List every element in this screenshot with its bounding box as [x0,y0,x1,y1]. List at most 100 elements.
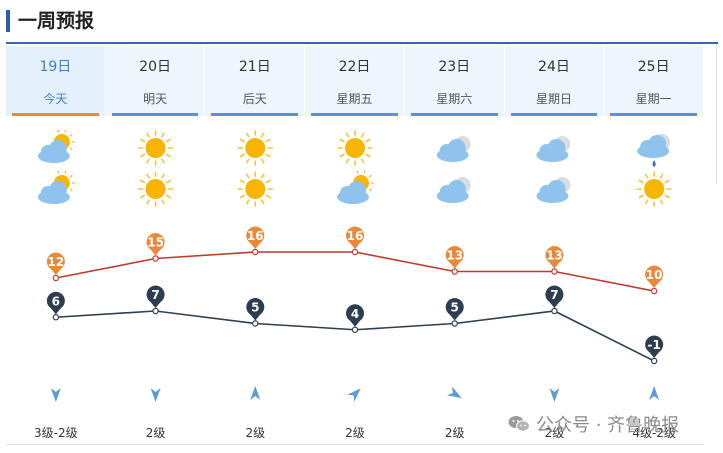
sun-icon [137,130,174,166]
high-temp-point [52,274,60,282]
cloudy-icon [436,136,471,162]
day-tab-indicator [12,113,99,116]
day-label: 明天 [143,92,168,106]
high-temp-point [152,255,159,262]
low-temp-label: 7 [151,288,159,302]
day-tab-indicator [211,113,299,116]
low-temp-label: -1 [647,338,660,352]
low-temp-point [152,307,159,315]
high-temp-marker: 13 [445,246,464,269]
high-temp-point [650,287,658,295]
high-temp-point [551,268,558,275]
low-temp-marker: 5 [246,298,265,321]
wind-level-label: 2级 [445,426,465,440]
wind-level-label: 2级 [146,426,166,440]
day-tab-indicator [111,113,199,116]
low-temp-label: 6 [52,294,60,308]
high-temp-marker: 10 [645,265,664,288]
wind-direction-icon [50,388,61,402]
low-temp-marker: 4 [346,304,364,327]
wind-level-label: 4级-2级 [632,426,676,440]
low-temp-label: 5 [251,301,259,315]
wechat-logo-icon [508,415,530,433]
header-accent-bar [6,10,10,32]
cloudy-icon [536,177,571,203]
day-label: 今天 [43,92,68,106]
day-tab-5[interactable]: 23日星期六 [404,46,505,116]
low-temp-marker: -1 [645,335,664,358]
low-temp-point [351,326,359,333]
low-temp-label: 5 [451,301,459,315]
high-temp-point [351,248,359,256]
day-date: 22日 [338,59,371,75]
sun-icon [337,130,373,166]
rain-cloud-icon [637,134,671,167]
wind-level-label: 2级 [345,426,365,440]
wind-direction-icon [250,386,261,400]
day-date: 23日 [438,59,471,75]
day-date: 19日 [39,59,72,75]
low-temp-point [252,320,259,327]
high-temp-marker: 15 [146,233,165,256]
day-label: 星期五 [336,92,373,106]
low-temp-marker: 7 [545,285,564,308]
day-label: 后天 [242,92,267,106]
low-temp-point [451,320,458,327]
day-tab-indicator [311,113,398,116]
day-label: 星期一 [635,92,672,106]
low-temp-label: 4 [351,307,359,321]
low-temp-point [650,357,658,365]
partly-cloudy-icon [37,170,75,204]
day-tab-4[interactable]: 22日星期五 [305,46,405,116]
sun-icon [636,171,672,207]
day-tab-3[interactable]: 21日后天 [205,46,306,116]
bottom-divider [6,444,704,445]
cloudy-icon [536,136,571,162]
day-tab-7[interactable]: 25日星期一 [604,46,705,116]
day-tab-indicator [610,113,698,116]
sun-icon [137,171,174,207]
day-tab-2[interactable]: 20日明天 [105,46,206,116]
high-temp-label: 16 [247,229,264,243]
section-header: 一周预报 [6,8,718,34]
day-date: 21日 [238,59,271,75]
high-temp-line [55,251,655,292]
day-tab-indicator [410,113,498,116]
partly-cloudy-icon [37,129,75,163]
high-temp-label: 13 [546,249,563,263]
day-date: 20日 [139,59,171,75]
day-label: 星期六 [436,92,473,106]
watermark-text: 公众号 · 齐鲁晚报 [536,415,680,436]
wind-level-label: 3级-2级 [34,426,78,440]
low-temp-marker: 5 [445,298,464,321]
high-temp-marker: 16 [246,226,265,249]
high-temp-label: 12 [48,255,65,269]
high-temp-marker: 12 [46,252,65,275]
low-temp-point [52,314,60,321]
day-tabs: 19日 今天 20日 明天 21日 后天 22日 星期五 23日 星期六 24日 星期日 25日 星期一 [6,46,705,116]
sun-icon [237,171,274,207]
wind-level-label: 2级 [245,426,265,440]
page-title: 一周预报 [18,10,95,32]
wind-direction-icon [649,386,660,400]
low-temp-marker: 7 [146,285,165,308]
high-temp-marker: 13 [545,246,564,269]
day-tab-indicator [510,113,598,116]
high-temp-label: 15 [147,236,164,250]
high-temp-point [252,248,259,256]
day-tab-1[interactable]: 19日今天 [6,46,106,116]
high-temp-marker: 16 [345,226,364,249]
low-temp-label: 7 [550,288,558,302]
high-temp-label: 10 [646,268,663,282]
partly-cloudy-icon [337,170,374,204]
wind-level-label: 2级 [545,426,565,440]
wind-direction-icon [150,388,161,402]
wind-direction-icon [347,388,361,402]
high-temp-label: 13 [446,249,463,263]
day-date: 25日 [637,59,670,75]
day-tab-6[interactable]: 24日 星期日 [504,46,605,116]
panel-right-border [716,44,717,184]
wind-direction-icon [549,388,560,402]
header-divider [6,42,718,44]
